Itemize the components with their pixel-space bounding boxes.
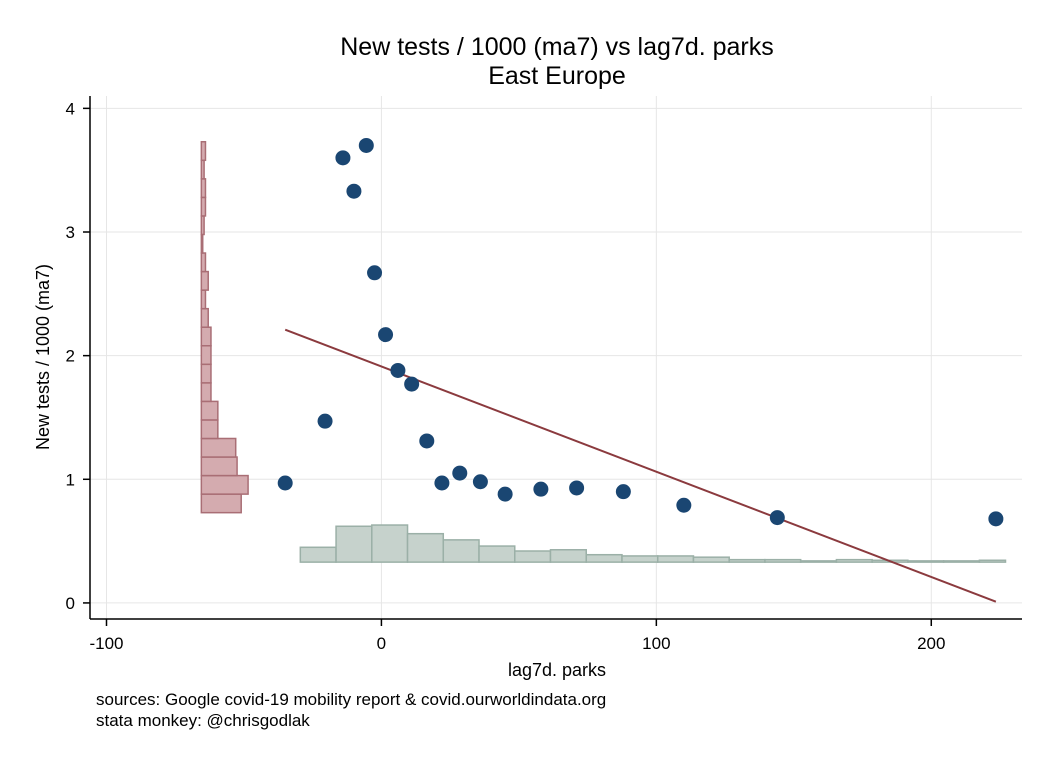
y-histogram-bar (200, 437, 237, 458)
y-histogram-bar (200, 270, 209, 291)
x-histogram-bar (406, 532, 445, 563)
sources-note: sources: Google covid-19 mobility report… (96, 690, 607, 709)
scatter-point (335, 150, 351, 166)
scatter-point (404, 376, 420, 392)
x-histogram (299, 524, 1007, 563)
y-histogram (200, 140, 249, 514)
x-histogram-bar (442, 539, 480, 563)
y-histogram-bar (200, 474, 249, 495)
x-histogram-bar (514, 550, 552, 563)
y-tick-label: 1 (66, 470, 75, 489)
grid-lines (90, 96, 1022, 619)
y-histogram-bar (200, 307, 209, 328)
y-histogram-bar (200, 493, 242, 514)
x-tick-label: -100 (89, 634, 123, 653)
scatter-point (615, 484, 631, 500)
x-histogram-bar (549, 549, 587, 563)
x-histogram-bar (656, 555, 695, 563)
axes: -100 0 100 200 0 1 2 3 4 (66, 96, 1022, 653)
scatter-point (358, 137, 374, 153)
y-histogram-bar (200, 345, 212, 366)
x-axis-title: lag7d. parks (508, 660, 606, 680)
scatter-point (472, 474, 488, 490)
x-tick-label: 0 (377, 634, 386, 653)
scatter-point (367, 265, 383, 281)
scatter-point (277, 475, 293, 491)
y-axis-title: New tests / 1000 (ma7) (33, 264, 53, 450)
y-histogram-bar (200, 178, 207, 199)
x-histogram-bar (942, 560, 981, 563)
scatter-point (497, 486, 513, 502)
x-histogram-bar (978, 559, 1007, 563)
y-histogram-bar (200, 326, 212, 347)
scatter-point (676, 497, 692, 513)
y-histogram-bar (200, 382, 212, 403)
y-histogram-bar (200, 289, 207, 310)
y-histogram-bar (200, 363, 212, 384)
y-histogram-bar (200, 196, 207, 217)
scatter-point (988, 511, 1004, 527)
x-tick-label: 100 (642, 634, 670, 653)
x-histogram-bar (907, 560, 945, 563)
y-tick-label: 3 (66, 223, 75, 242)
y-tick-label: 4 (66, 99, 75, 118)
x-histogram-bar (764, 558, 802, 563)
scatter-point (533, 481, 549, 497)
x-histogram-bar (478, 545, 516, 563)
x-histogram-bar (621, 555, 659, 563)
scatter-point (769, 510, 785, 526)
chart-subtitle: East Europe (488, 62, 626, 90)
x-histogram-bar (335, 525, 373, 563)
y-histogram-bar (200, 400, 219, 421)
scatter-points (277, 137, 1004, 527)
x-histogram-bar (371, 524, 409, 563)
x-tick-label: 200 (917, 634, 945, 653)
scatter-point (390, 362, 406, 378)
scatter-point (378, 327, 394, 343)
scatter-point (346, 183, 362, 199)
x-histogram-bar (835, 558, 873, 563)
x-histogram-bar (299, 546, 337, 563)
scatter-point (452, 465, 468, 481)
scatter-point (434, 475, 450, 491)
y-histogram-bar (200, 419, 219, 440)
y-histogram-bar (200, 233, 204, 254)
y-histogram-bar (200, 252, 207, 273)
credit-note: stata monkey: @chrisgodlak (96, 711, 310, 730)
y-tick-label: 0 (66, 594, 75, 613)
y-histogram-bar (200, 140, 207, 162)
y-histogram-bar (200, 456, 238, 477)
x-histogram-bar (799, 560, 838, 563)
scatter-point (419, 433, 435, 449)
x-histogram-bar (585, 553, 623, 563)
y-histogram-bar (200, 159, 205, 180)
y-histogram-bar (200, 215, 205, 236)
scatter-point (569, 480, 585, 496)
scatter-point (317, 413, 333, 429)
x-histogram-bar (692, 556, 730, 563)
y-tick-label: 2 (66, 347, 75, 366)
chart-title: New tests / 1000 (ma7) vs lag7d. parks (340, 33, 774, 61)
x-histogram-bar (728, 558, 766, 563)
